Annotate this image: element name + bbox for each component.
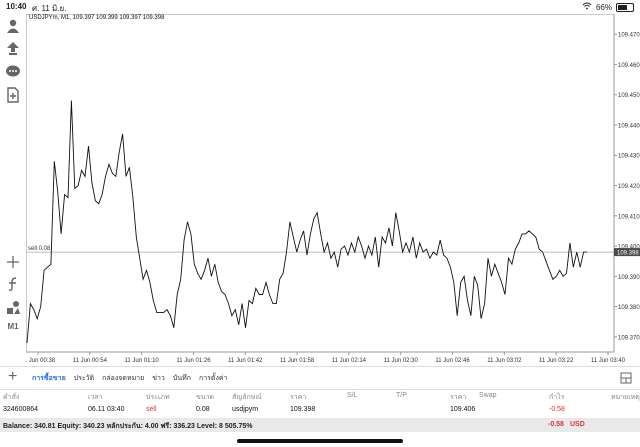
price-chart[interactable]: 109.470 109.460 109.450 109.440 109.430 109.4… <box>26 14 640 366</box>
wifi-icon <box>582 2 592 12</box>
time-label: 11 Jun 03:02 <box>487 358 522 364</box>
layout-icon[interactable] <box>620 371 632 384</box>
price-line <box>26 100 587 343</box>
header-cell: ราคา <box>450 394 467 401</box>
header-cell: Swap <box>479 392 497 399</box>
price-label: 109.440 <box>618 123 640 129</box>
timeframe-label[interactable]: M1 <box>7 322 19 331</box>
price-label: 109.410 <box>618 214 640 220</box>
time-label: 11 Jun 01:26 <box>176 358 211 364</box>
row-cell: 109.398 <box>290 406 316 413</box>
indicator-icon[interactable] <box>5 276 21 292</box>
time-label: 11 Jun 00:38 <box>26 358 56 364</box>
row-cell: -0.58 <box>549 406 565 413</box>
tab-2[interactable]: กล่องจดหมาย <box>102 375 145 382</box>
time-label: 11 Jun 01:58 <box>280 358 315 364</box>
header-cell: เวลา <box>88 394 103 401</box>
header-cell: กำไร <box>549 394 565 401</box>
tab-5[interactable]: การตั้งค่า <box>198 375 228 382</box>
time-label: 11 Jun 02:46 <box>435 358 470 364</box>
current-price-box <box>614 248 640 257</box>
row-cell: usdjpym <box>232 406 259 413</box>
time-label: 11 Jun 01:10 <box>125 358 160 364</box>
time-label: 11 Jun 01:42 <box>228 358 263 364</box>
table-row[interactable]: 324600864 06.11 03:40 sell 0.08 usdjpym 109.3… <box>0 403 640 417</box>
battery-icon <box>616 2 634 12</box>
objects-icon[interactable] <box>5 299 21 315</box>
row-cell: sell <box>146 406 157 413</box>
crosshair-icon[interactable] <box>5 254 21 270</box>
header-cell: T/P <box>396 392 407 399</box>
header-cell: ประเภท <box>146 394 170 401</box>
price-label: 109.400 <box>618 245 640 251</box>
row-cell: 324600864 <box>3 406 39 413</box>
battery-percent: 66% <box>595 2 612 12</box>
add-order-button[interactable]: + <box>8 368 18 385</box>
price-label: 109.370 <box>618 335 640 341</box>
battery-fill <box>618 4 628 10</box>
time-label: 11 Jun 00:54 <box>73 358 108 364</box>
price-label: 109.430 <box>618 154 640 160</box>
home-indicator[interactable] <box>237 439 403 443</box>
person-icon[interactable] <box>5 18 21 34</box>
chat-icon[interactable] <box>5 64 21 80</box>
price-label: 109.390 <box>618 275 640 281</box>
header-cell: หมายเหตุ <box>611 394 640 401</box>
chart-area[interactable]: 109.470 109.460 109.450 109.440 109.430 109.4… <box>26 14 640 366</box>
currency-label: USD <box>570 421 585 428</box>
header-cell: คำสั่ง <box>3 394 20 401</box>
tab-0[interactable]: การซื้อขาย <box>32 375 66 382</box>
symbol-line: USDJPYm, M1, 109.397 109.399 109.397 109… <box>29 15 165 21</box>
header-cell: สัญลักษณ์ <box>232 394 262 401</box>
sell-label: sell 0.08 <box>28 246 51 252</box>
header-cell: S/L <box>347 392 358 399</box>
price-label: 109.470 <box>618 33 640 39</box>
balance-text: Balance: 340.81 Equity: 340.23 หลักประกั… <box>3 423 253 430</box>
file-icon[interactable] <box>5 87 21 103</box>
price-label: 109.420 <box>618 184 640 190</box>
left-toolbar: M1 <box>0 14 26 366</box>
time-label: 11 Jun 03:40 <box>591 358 626 364</box>
status-bar: 10:40 ศ. 11 มิ.ย. 66% <box>0 0 640 14</box>
row-cell: 109.406 <box>450 406 476 413</box>
status-right: 66% <box>582 2 634 12</box>
bottom-toolbar: + การซื้อขาย ประวัติ กล่องจดหมาย ข่าว บันทึก… <box>0 366 640 390</box>
tab-1[interactable]: ประวัติ <box>73 375 95 382</box>
row-cell: 0.08 <box>196 406 210 413</box>
price-label: 109.380 <box>618 305 640 311</box>
price-label: 109.450 <box>618 93 640 99</box>
balance-bar: Balance: 340.81 Equity: 340.23 หลักประกั… <box>0 418 640 432</box>
status-date: ศ. 11 มิ.ย. <box>32 4 67 13</box>
tab-4[interactable]: บันทึก <box>172 375 191 382</box>
row-cell: 06.11 03:40 <box>88 406 125 413</box>
current-price-label: 109.398 <box>617 250 639 256</box>
status-time: 10:40 <box>6 2 27 11</box>
chart-frame <box>26 14 615 353</box>
tab-3[interactable]: ข่าว <box>152 375 165 382</box>
orders-table-header: คำสั่ง เวลา ประเภท ขนาด สัญลักษณ์ ราคา S/L T/P ร… <box>0 389 640 403</box>
header-cell: ราคา <box>290 394 307 401</box>
time-label: 11 Jun 03:22 <box>539 358 574 364</box>
header-cell: ขนาด <box>196 394 215 401</box>
total-profit: -0.58 <box>548 421 564 428</box>
pin-icon[interactable] <box>5 41 21 57</box>
price-label: 109.460 <box>618 63 640 69</box>
tab-bar: การซื้อขาย ประวัติ กล่องจดหมาย ข่าว บันทึก กา… <box>32 373 227 384</box>
time-label: 11 Jun 02:14 <box>332 358 367 364</box>
time-label: 11 Jun 02:30 <box>384 358 419 364</box>
